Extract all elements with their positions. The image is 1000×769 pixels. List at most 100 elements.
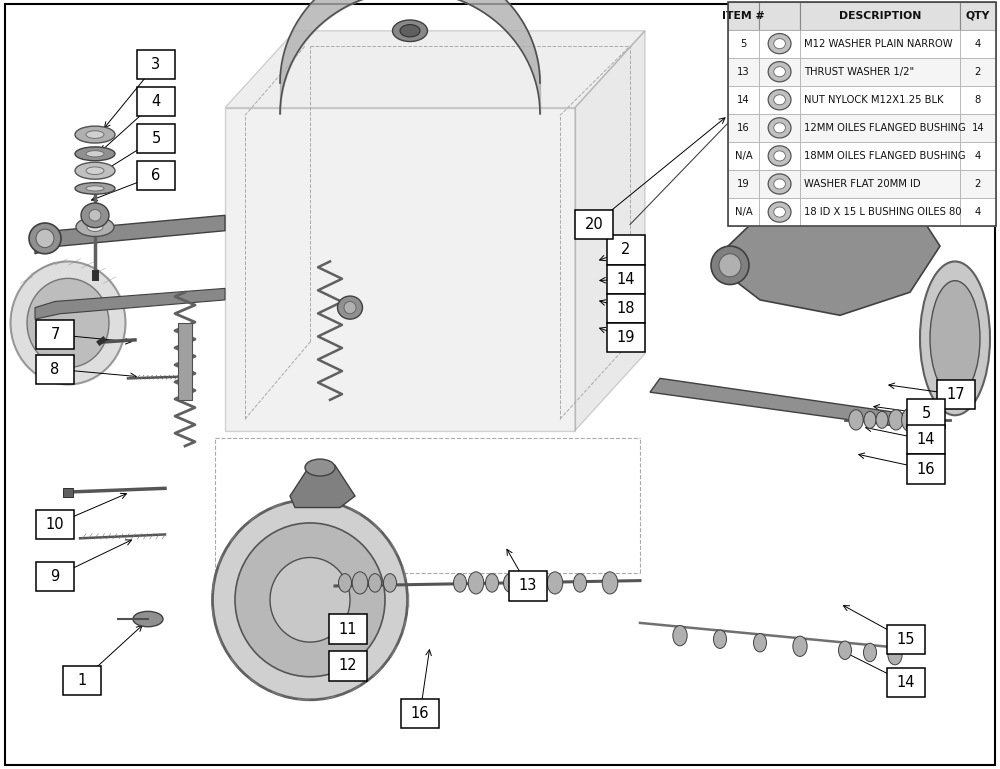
Ellipse shape xyxy=(919,411,931,428)
Ellipse shape xyxy=(774,38,785,48)
Bar xyxy=(759,58,800,85)
Ellipse shape xyxy=(768,34,791,54)
Bar xyxy=(728,170,759,198)
Ellipse shape xyxy=(838,641,852,660)
Ellipse shape xyxy=(574,574,586,592)
FancyBboxPatch shape xyxy=(509,571,547,601)
Bar xyxy=(178,323,192,400)
Ellipse shape xyxy=(384,574,396,592)
Text: ITEM #: ITEM # xyxy=(722,11,765,21)
FancyBboxPatch shape xyxy=(907,425,945,454)
Text: 19: 19 xyxy=(617,330,635,345)
Bar xyxy=(759,2,800,29)
Bar xyxy=(960,141,996,170)
Bar xyxy=(800,2,960,29)
FancyBboxPatch shape xyxy=(36,562,74,591)
Ellipse shape xyxy=(344,301,356,314)
Ellipse shape xyxy=(75,126,115,143)
FancyBboxPatch shape xyxy=(137,50,175,79)
FancyBboxPatch shape xyxy=(907,454,945,484)
Ellipse shape xyxy=(774,207,785,217)
Text: 2: 2 xyxy=(975,179,981,189)
Bar xyxy=(759,198,800,226)
Ellipse shape xyxy=(400,25,420,37)
Text: QTY: QTY xyxy=(966,11,990,21)
Text: M12 WASHER PLAIN NARROW: M12 WASHER PLAIN NARROW xyxy=(804,38,953,48)
Text: 4: 4 xyxy=(151,94,161,109)
Ellipse shape xyxy=(87,222,103,231)
Ellipse shape xyxy=(86,167,104,175)
Ellipse shape xyxy=(774,179,785,189)
Ellipse shape xyxy=(454,574,466,592)
Ellipse shape xyxy=(75,162,115,179)
Ellipse shape xyxy=(768,174,791,194)
FancyBboxPatch shape xyxy=(607,235,645,265)
Text: 3: 3 xyxy=(151,57,161,72)
Text: 18MM OILES FLANGED BUSHING: 18MM OILES FLANGED BUSHING xyxy=(804,151,966,161)
Ellipse shape xyxy=(305,459,335,476)
Text: 18 ID X 15 L BUSHING OILES 80: 18 ID X 15 L BUSHING OILES 80 xyxy=(804,207,962,217)
Ellipse shape xyxy=(793,636,807,657)
Ellipse shape xyxy=(270,558,350,642)
Ellipse shape xyxy=(75,182,115,194)
Ellipse shape xyxy=(930,281,980,396)
Text: 12: 12 xyxy=(339,658,357,674)
Ellipse shape xyxy=(864,411,876,428)
Bar xyxy=(800,85,960,114)
Ellipse shape xyxy=(673,625,687,646)
Text: 5: 5 xyxy=(151,131,161,146)
Ellipse shape xyxy=(774,123,785,133)
Text: N/A: N/A xyxy=(735,151,752,161)
FancyBboxPatch shape xyxy=(887,668,925,697)
Ellipse shape xyxy=(524,574,536,592)
FancyBboxPatch shape xyxy=(401,699,439,728)
Text: 4: 4 xyxy=(975,207,981,217)
Bar xyxy=(800,58,960,85)
Bar xyxy=(728,2,996,226)
Bar xyxy=(960,58,996,85)
Bar xyxy=(800,114,960,141)
Text: 14: 14 xyxy=(737,95,750,105)
Ellipse shape xyxy=(133,611,163,627)
Bar xyxy=(800,29,960,58)
Polygon shape xyxy=(225,31,645,108)
Ellipse shape xyxy=(768,202,791,222)
FancyBboxPatch shape xyxy=(137,161,175,190)
FancyBboxPatch shape xyxy=(137,124,175,153)
Ellipse shape xyxy=(86,131,104,138)
FancyBboxPatch shape xyxy=(329,651,367,681)
Ellipse shape xyxy=(10,261,126,384)
Ellipse shape xyxy=(876,411,888,428)
Ellipse shape xyxy=(27,278,109,368)
Ellipse shape xyxy=(36,229,54,248)
FancyBboxPatch shape xyxy=(329,614,367,644)
FancyBboxPatch shape xyxy=(937,380,975,409)
Ellipse shape xyxy=(888,644,902,665)
Text: 8: 8 xyxy=(50,361,60,377)
Text: 7: 7 xyxy=(50,327,60,342)
Text: 8: 8 xyxy=(975,95,981,105)
Text: 18: 18 xyxy=(617,301,635,316)
Polygon shape xyxy=(290,465,355,508)
Bar xyxy=(728,2,759,29)
FancyBboxPatch shape xyxy=(607,294,645,323)
Bar xyxy=(728,114,759,141)
Ellipse shape xyxy=(768,146,791,166)
FancyBboxPatch shape xyxy=(887,625,925,654)
Polygon shape xyxy=(575,31,645,431)
Bar xyxy=(759,170,800,198)
Ellipse shape xyxy=(212,500,408,700)
Text: 14: 14 xyxy=(972,123,984,133)
Ellipse shape xyxy=(547,572,563,594)
Ellipse shape xyxy=(368,574,382,592)
Text: 13: 13 xyxy=(519,578,537,594)
Text: 1: 1 xyxy=(77,673,87,688)
Ellipse shape xyxy=(86,151,104,157)
Text: THRUST WASHER 1/2": THRUST WASHER 1/2" xyxy=(804,67,915,77)
Text: 2: 2 xyxy=(975,67,981,77)
Ellipse shape xyxy=(849,410,863,430)
Text: 15: 15 xyxy=(897,632,915,647)
FancyBboxPatch shape xyxy=(36,510,74,539)
Text: 6: 6 xyxy=(151,168,161,183)
Bar xyxy=(728,141,759,170)
